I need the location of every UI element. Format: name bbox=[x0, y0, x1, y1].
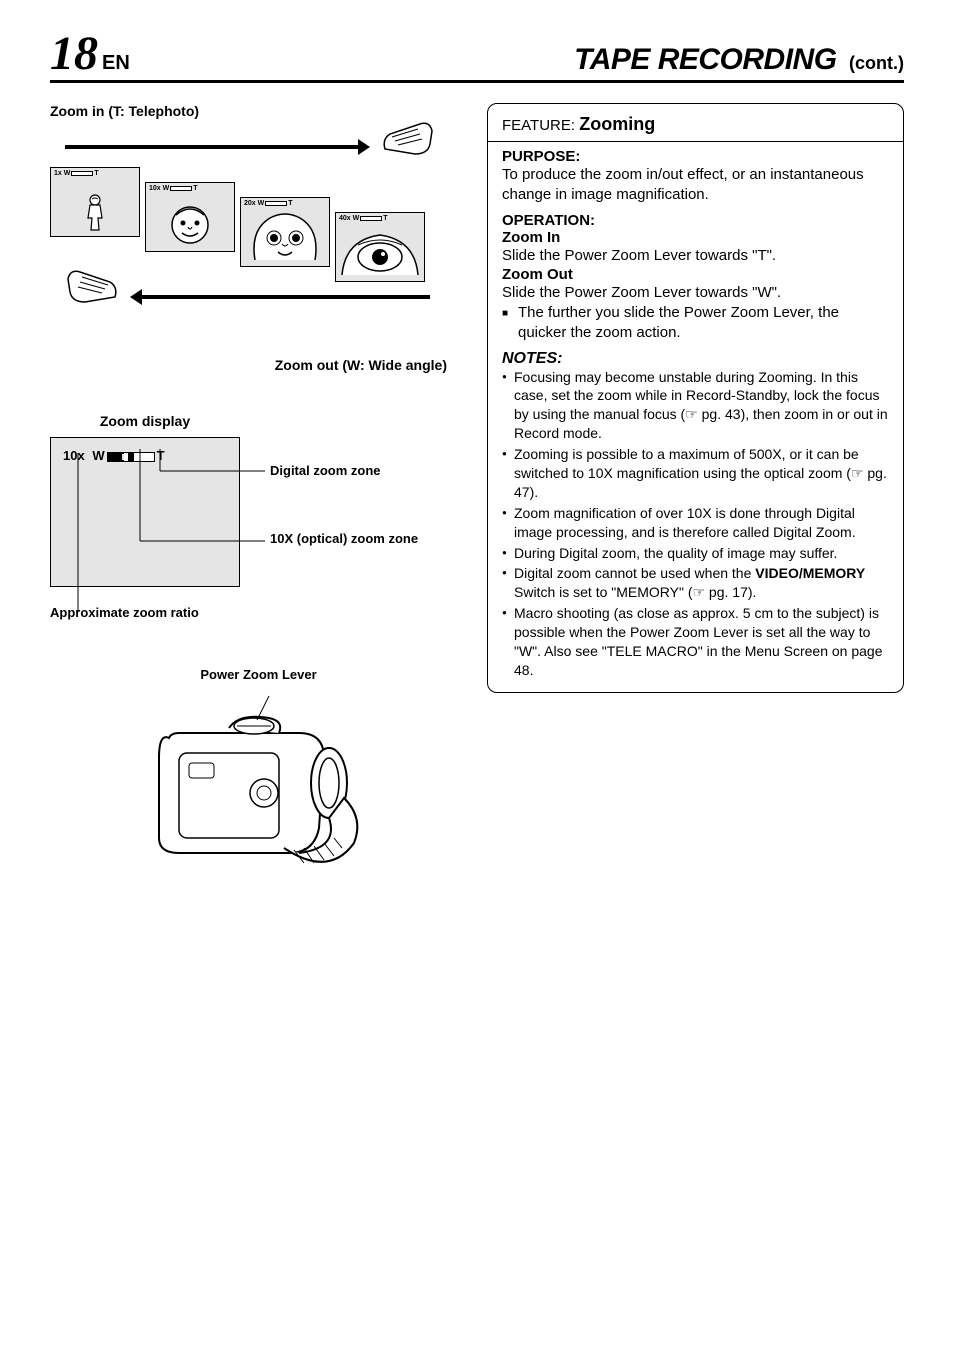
operation-heading: OPERATION: bbox=[502, 212, 889, 229]
zoom-display-header: 10x W T bbox=[63, 448, 165, 463]
zoom-progression-diagram: 1x W T 10x W T bbox=[50, 127, 467, 347]
zoom-frame-20x: 20x W T bbox=[240, 197, 330, 267]
page-number: 18 bbox=[50, 30, 98, 78]
zoom-value: 10x bbox=[63, 448, 85, 463]
mag-label: 20x bbox=[244, 200, 256, 207]
face-icon bbox=[168, 201, 212, 247]
zoom-display-block: Zoom display 10x W T Digital zoom zone 10… bbox=[50, 413, 467, 587]
w-label: W bbox=[258, 200, 265, 207]
zoom-frame-10x: 10x W T bbox=[145, 182, 235, 252]
mag-label: 10x bbox=[149, 185, 161, 192]
note-item: Macro shooting (as close as approx. 5 cm… bbox=[502, 604, 889, 680]
page-header: 18 EN TAPE RECORDING (cont.) bbox=[50, 30, 904, 83]
w-label: W bbox=[92, 448, 104, 463]
eye-icon bbox=[340, 225, 420, 277]
notes-list: Focusing may become unstable during Zoom… bbox=[502, 368, 889, 680]
zoom-out-op-text: Slide the Power Zoom Lever towards "W". bbox=[502, 283, 889, 303]
note-item: Zoom magnification of over 10X is done t… bbox=[502, 504, 889, 542]
section-cont: (cont.) bbox=[849, 53, 904, 73]
zoom-out-op-label: Zoom Out bbox=[502, 266, 889, 283]
zoom-in-op-label: Zoom In bbox=[502, 229, 889, 246]
digital-zone-label: Digital zoom zone bbox=[270, 463, 381, 478]
t-label: T bbox=[288, 200, 292, 207]
zoom-display-label: Zoom display bbox=[50, 413, 240, 429]
purpose-heading: PURPOSE: bbox=[502, 148, 889, 165]
notes-heading: NOTES: bbox=[502, 350, 889, 368]
feature-name: Zooming bbox=[579, 114, 655, 134]
frame-header: 1x W T bbox=[54, 170, 99, 177]
divider bbox=[488, 141, 903, 142]
feature-box: FEATURE: Zooming PURPOSE: To produce the… bbox=[487, 103, 904, 693]
further-text: The further you slide the Power Zoom Lev… bbox=[502, 303, 889, 344]
t-label: T bbox=[94, 170, 98, 177]
power-zoom-label: Power Zoom Lever bbox=[50, 667, 467, 682]
mag-label: 40x bbox=[339, 215, 351, 222]
w-label: W bbox=[353, 215, 360, 222]
zoom-in-op-text: Slide the Power Zoom Lever towards "T". bbox=[502, 246, 889, 266]
optical-zone-label: 10X (optical) zoom zone bbox=[270, 531, 420, 546]
person-icon bbox=[84, 194, 106, 232]
page-lang: EN bbox=[102, 52, 130, 75]
note-item: Zooming is possible to a maximum of 500X… bbox=[502, 445, 889, 502]
left-column: Zoom in (T: Telephoto) 1x W T bbox=[50, 103, 467, 893]
t-label: T bbox=[193, 185, 197, 192]
zoom-out-label: Zoom out (W: Wide angle) bbox=[50, 357, 447, 373]
frame-header: 20x W T bbox=[244, 200, 293, 207]
purpose-text: To produce the zoom in/out effect, or an… bbox=[502, 165, 889, 206]
note-item: During Digital zoom, the quality of imag… bbox=[502, 544, 889, 563]
hand-icon-in bbox=[380, 119, 440, 161]
w-label: W bbox=[163, 185, 170, 192]
face-close-icon bbox=[250, 210, 320, 262]
arrow-zoom-in bbox=[65, 145, 360, 149]
approx-ratio-label: Approximate zoom ratio bbox=[50, 605, 199, 620]
mag-label: 1x bbox=[54, 170, 62, 177]
w-label: W bbox=[64, 170, 71, 177]
camcorder-block: Power Zoom Lever bbox=[50, 667, 467, 893]
camcorder-icon bbox=[129, 688, 389, 888]
section-title-block: TAPE RECORDING (cont.) bbox=[574, 43, 904, 77]
right-column: FEATURE: Zooming PURPOSE: To produce the… bbox=[487, 103, 904, 893]
note-item: Digital zoom cannot be used when the VID… bbox=[502, 564, 889, 602]
t-label: T bbox=[383, 215, 387, 222]
feature-line: FEATURE: Zooming bbox=[502, 114, 889, 135]
zoom-in-label: Zoom in (T: Telephoto) bbox=[50, 103, 467, 119]
arrow-zoom-out bbox=[140, 295, 430, 299]
page-number-block: 18 EN bbox=[50, 30, 130, 78]
hand-icon-out bbox=[60, 267, 120, 309]
section-title: TAPE RECORDING bbox=[574, 43, 836, 76]
frame-header: 10x W T bbox=[149, 185, 198, 192]
t-label: T bbox=[157, 448, 165, 463]
zoom-frame-40x: 40x W T bbox=[335, 212, 425, 282]
zoom-frame-1x: 1x W T bbox=[50, 167, 140, 237]
frame-header: 40x W T bbox=[339, 215, 388, 222]
zoom-display-box: 10x W T bbox=[50, 437, 240, 587]
note-item: Focusing may become unstable during Zoom… bbox=[502, 368, 889, 444]
feature-prefix: FEATURE: bbox=[502, 117, 575, 134]
